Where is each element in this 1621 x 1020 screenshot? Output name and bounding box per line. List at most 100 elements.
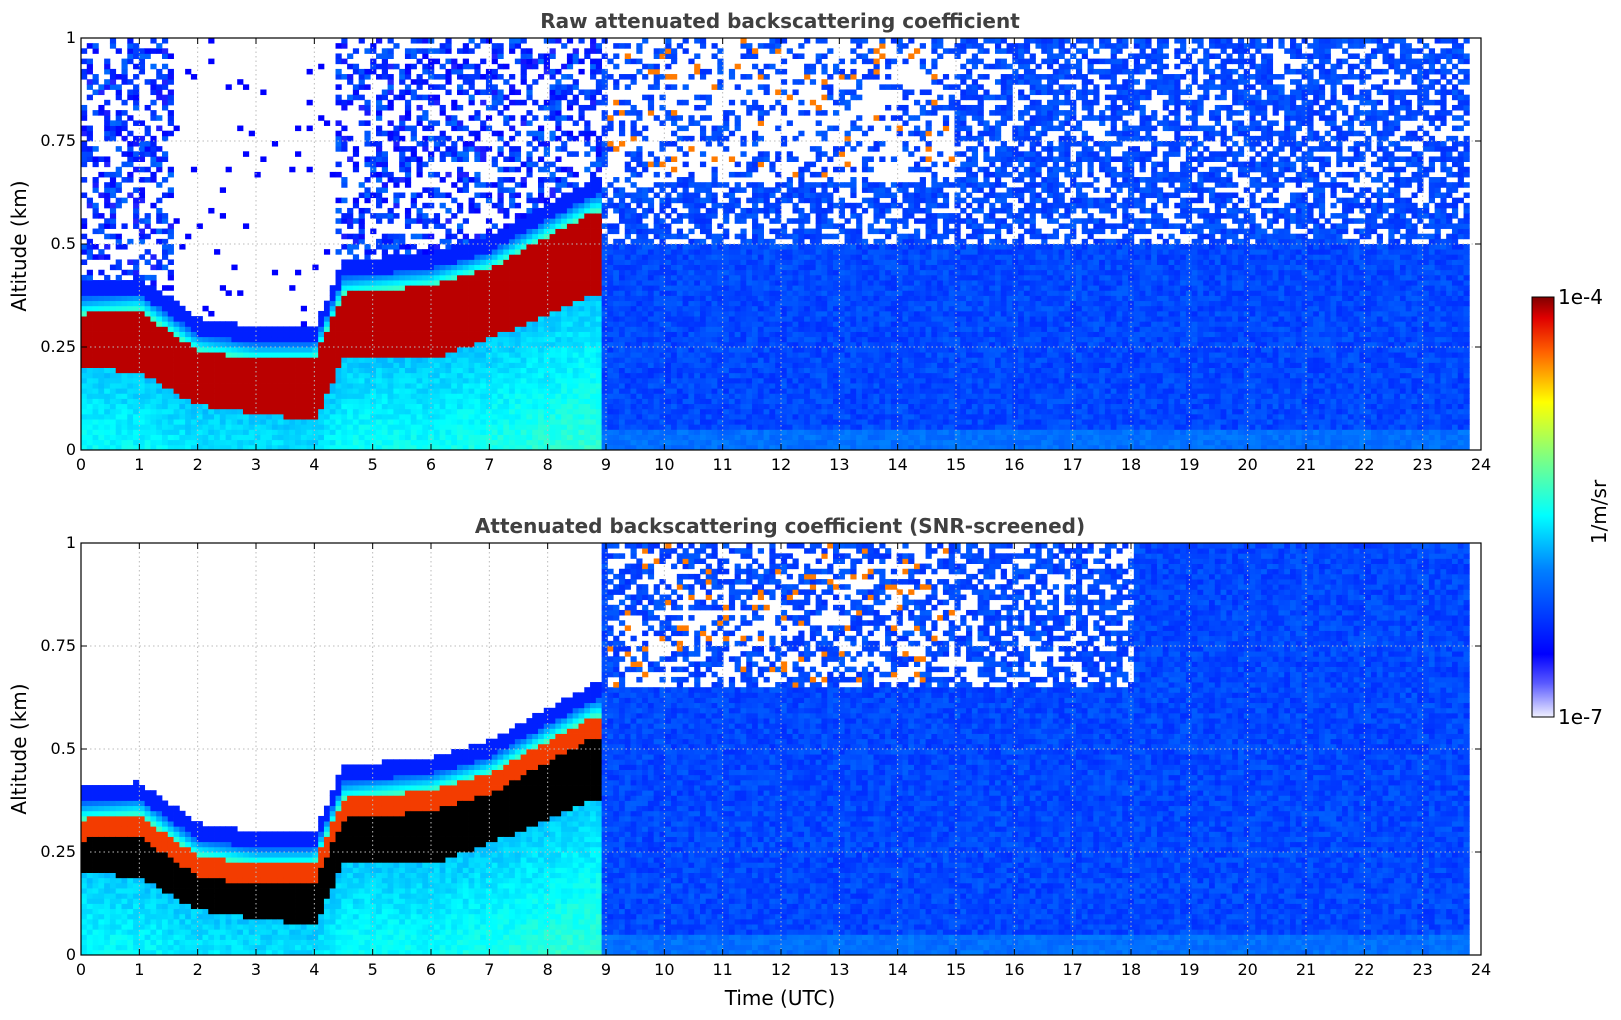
heatmap-cell xyxy=(330,388,336,394)
heatmap-cell xyxy=(272,141,278,147)
heatmap-cell xyxy=(526,270,532,276)
heatmap-cell xyxy=(578,373,584,379)
heatmap-cell xyxy=(347,357,353,363)
heatmap-cell xyxy=(87,156,93,162)
heatmap-cell xyxy=(393,429,399,435)
heatmap-cell xyxy=(405,347,411,353)
heatmap-cell xyxy=(150,162,156,168)
heatmap-cell xyxy=(376,203,382,209)
heatmap-cell xyxy=(498,259,504,265)
heatmap-cell xyxy=(341,213,347,219)
heatmap-cell xyxy=(578,316,584,322)
heatmap-cell xyxy=(573,229,579,235)
heatmap-cell xyxy=(191,74,197,80)
heatmap-cell xyxy=(538,393,544,399)
heatmap-cell xyxy=(578,347,584,353)
heatmap-cell xyxy=(266,429,272,435)
heatmap-cell xyxy=(561,440,567,446)
heatmap-cell xyxy=(226,414,232,420)
heatmap-cell xyxy=(93,368,99,374)
heatmap-cell xyxy=(555,187,561,193)
heatmap-cell xyxy=(578,131,584,137)
heatmap-cell xyxy=(174,409,180,415)
heatmap-cell xyxy=(474,270,480,276)
heatmap-cell xyxy=(503,435,509,441)
heatmap-cell xyxy=(150,275,156,281)
heatmap-cell xyxy=(544,223,550,229)
heatmap-cell xyxy=(336,270,342,276)
heatmap-cell xyxy=(503,383,509,389)
heatmap-cell xyxy=(509,347,515,353)
heatmap-cell xyxy=(121,424,127,430)
heatmap-cell xyxy=(480,368,486,374)
heatmap-cell xyxy=(179,440,185,446)
heatmap-cell xyxy=(266,332,272,338)
heatmap-cell xyxy=(451,64,457,70)
heatmap-cell xyxy=(370,285,376,291)
heatmap-cell xyxy=(636,373,642,379)
heatmap-cell xyxy=(555,105,561,111)
heatmap-cell xyxy=(162,368,168,374)
heatmap-cell xyxy=(515,383,521,389)
heatmap-cell xyxy=(116,172,122,178)
heatmap-cell xyxy=(607,254,613,260)
heatmap-cell xyxy=(336,162,342,168)
heatmap-cell xyxy=(573,362,579,368)
heatmap-cell xyxy=(347,388,353,394)
heatmap-cell xyxy=(405,110,411,116)
heatmap-cell xyxy=(648,100,654,106)
heatmap-cell xyxy=(301,362,307,368)
heatmap-cell xyxy=(590,90,596,96)
heatmap-cell xyxy=(567,203,573,209)
heatmap-cell xyxy=(584,167,590,173)
heatmap-cell xyxy=(625,362,631,368)
heatmap-cell xyxy=(602,79,608,85)
heatmap-cell xyxy=(382,414,388,420)
heatmap-cell xyxy=(544,244,550,250)
heatmap-cell xyxy=(405,177,411,183)
heatmap-cell xyxy=(110,388,116,394)
heatmap-cell xyxy=(509,90,515,96)
heatmap-cell xyxy=(561,373,567,379)
heatmap-cell xyxy=(336,429,342,435)
heatmap-cell xyxy=(434,337,440,343)
heatmap-cell xyxy=(127,141,133,147)
heatmap-cell xyxy=(341,393,347,399)
heatmap-cell xyxy=(555,198,561,204)
heatmap-cell xyxy=(208,383,214,389)
heatmap-cell xyxy=(405,69,411,75)
heatmap-cell xyxy=(578,244,584,250)
heatmap-cell xyxy=(555,259,561,265)
heatmap-cell xyxy=(445,265,451,271)
heatmap-cell xyxy=(602,53,608,59)
heatmap-cell xyxy=(561,64,567,70)
heatmap-cell xyxy=(347,218,353,224)
heatmap-cell xyxy=(312,419,318,425)
heatmap-cell xyxy=(445,90,451,96)
heatmap-cell xyxy=(370,373,376,379)
heatmap-cell xyxy=(370,156,376,162)
heatmap-cell xyxy=(526,326,532,332)
heatmap-cell xyxy=(347,347,353,353)
heatmap-cell xyxy=(648,357,654,363)
heatmap-cell xyxy=(411,414,417,420)
heatmap-cell xyxy=(474,208,480,214)
heatmap-cell xyxy=(521,234,527,240)
heatmap-cell xyxy=(307,440,313,446)
heatmap-cell xyxy=(584,393,590,399)
heatmap-cell xyxy=(503,254,509,260)
heatmap-cell xyxy=(312,265,318,271)
heatmap-cell xyxy=(388,234,394,240)
heatmap-cell xyxy=(104,275,110,281)
heatmap-cell xyxy=(440,141,446,147)
heatmap-cell xyxy=(191,424,197,430)
heatmap-cell xyxy=(388,383,394,389)
heatmap-cell xyxy=(607,270,613,276)
heatmap-cell xyxy=(417,259,423,265)
heatmap-cell xyxy=(619,203,625,209)
heatmap-cell xyxy=(509,285,515,291)
heatmap-cell xyxy=(555,126,561,132)
heatmap-cell xyxy=(428,316,434,322)
heatmap-cell xyxy=(405,146,411,152)
heatmap-cell xyxy=(498,347,504,353)
